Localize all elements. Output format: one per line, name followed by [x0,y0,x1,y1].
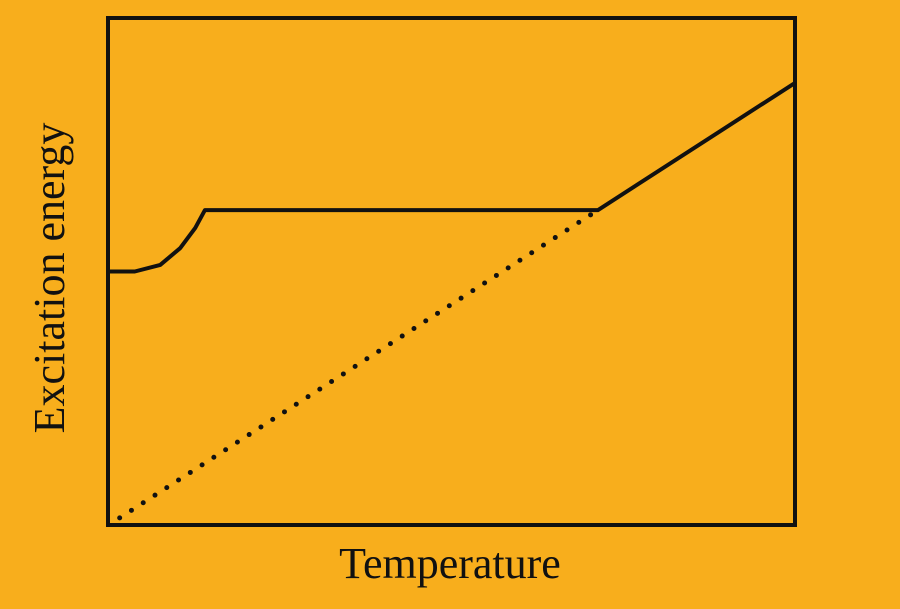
plot-frame [106,16,797,527]
data-line [117,207,601,521]
y-axis-label: Excitation energy [25,123,74,434]
data-line [108,81,797,274]
x-axis-label: Temperature [339,539,561,588]
